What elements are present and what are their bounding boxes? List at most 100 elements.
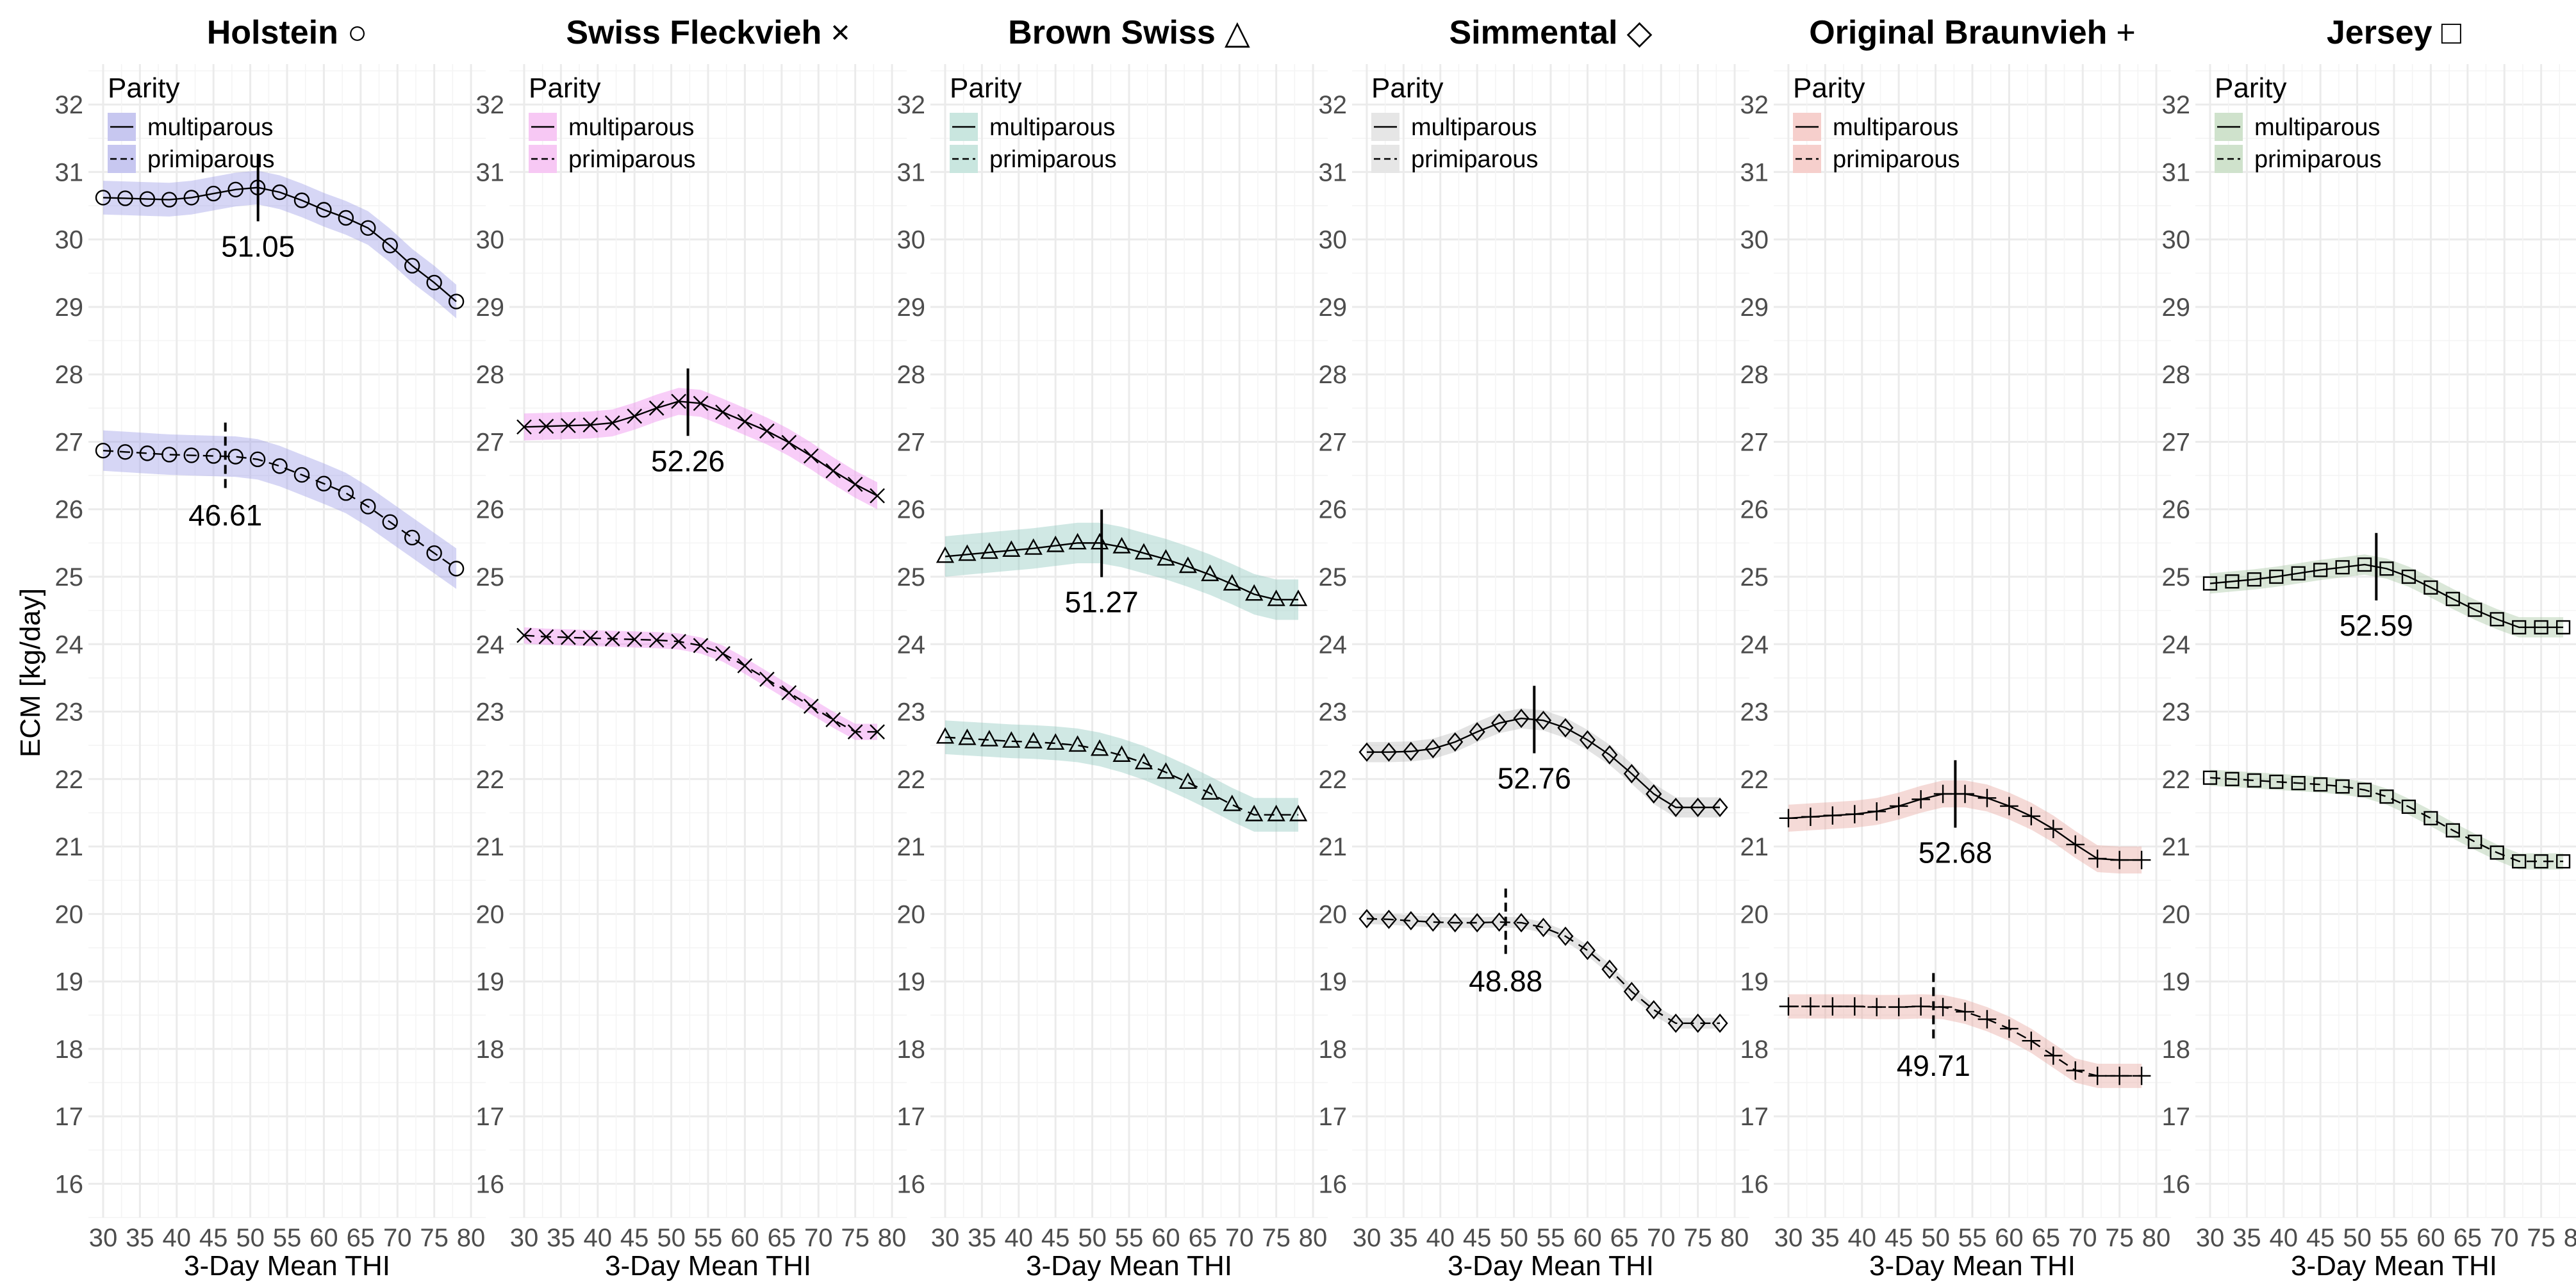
y-tick-label: 25: [55, 563, 84, 591]
legend-label: primiparous: [147, 146, 275, 173]
threshold-label: 52.68: [1919, 836, 1992, 870]
legend-label: multiparous: [568, 114, 694, 141]
y-tick-label: 17: [1319, 1103, 1348, 1131]
x-axis-title: 3-Day Mean THI: [1869, 1250, 2076, 1282]
x-axis-title: 3-Day Mean THI: [1026, 1250, 1232, 1282]
y-tick-label: 29: [476, 293, 505, 322]
y-tick-label: 32: [897, 91, 926, 119]
y-tick-label: 25: [1319, 563, 1348, 591]
y-tick-label: 24: [1740, 631, 1769, 659]
threshold-label: 49.71: [1897, 1049, 1970, 1082]
data-point: [2022, 1031, 2041, 1050]
data-point: [2202, 576, 2218, 591]
data-point: [316, 475, 332, 491]
x-tick-label: 75: [841, 1224, 870, 1252]
data-point: [737, 658, 753, 673]
y-tick-label: 29: [1319, 293, 1348, 322]
y-tick-label: 22: [1740, 766, 1769, 794]
y-tick-label: 31: [1319, 158, 1348, 186]
data-point: [360, 499, 376, 515]
y-tick-label: 30: [897, 226, 926, 254]
y-tick-label: 17: [897, 1103, 926, 1131]
threshold-label: 51.27: [1065, 586, 1139, 619]
y-tick-label: 18: [55, 1036, 84, 1064]
threshold-label: 46.61: [188, 499, 262, 532]
x-tick-label: 65: [2032, 1224, 2061, 1252]
y-tick-label: 32: [1319, 91, 1348, 119]
data-point: [2468, 834, 2482, 849]
x-tick-label: 35: [1389, 1224, 1418, 1252]
data-point: [2555, 854, 2571, 869]
x-tick-label: 70: [2490, 1224, 2519, 1252]
data-point: [2379, 789, 2394, 804]
y-tick-label: 24: [476, 631, 505, 659]
gridlines: [1774, 64, 2171, 1218]
data-point: [980, 542, 998, 559]
data-point: [2313, 777, 2328, 792]
y-tick-label: 23: [1319, 698, 1348, 727]
data-point: [117, 444, 133, 460]
data-point: [2423, 811, 2438, 825]
x-tick-label: 75: [1262, 1224, 1291, 1252]
confidence-band: [1366, 708, 1721, 818]
data-point: [1380, 909, 1397, 929]
y-tick-label: 23: [55, 698, 84, 727]
gridlines: [88, 64, 486, 1218]
facet-panel-original-braunvieh: 16 17 18 19 20 21 22 23 24 25 26 27 28 29 30 31 32 30 35 40…: [1740, 14, 2171, 1282]
y-tick-label: 27: [2162, 428, 2191, 456]
data-point: [1867, 998, 1887, 1016]
data-point: [1068, 533, 1087, 550]
y-tick-label: 22: [55, 766, 84, 794]
facet-panel-holstein: 16 17 18 19 20 21 22 23 24 25 26 27 28 29 30 31 32 30 35 40…: [55, 14, 486, 1282]
series-line: [1366, 918, 1721, 1025]
data-point: [2512, 854, 2527, 869]
x-tick-label: 30: [1353, 1224, 1382, 1252]
legend-title: Parity: [529, 72, 600, 104]
x-tick-label: 30: [510, 1224, 539, 1252]
data-point: [161, 447, 178, 463]
data-point: [360, 220, 376, 236]
y-tick-label: 27: [897, 428, 926, 456]
data-point: [847, 476, 863, 492]
data-point: [1623, 982, 1640, 1002]
x-tick-label: 50: [657, 1224, 686, 1252]
data-point: [870, 488, 885, 504]
data-point: [1469, 722, 1485, 742]
legend-label: multiparous: [1833, 114, 1958, 141]
data-point: [2357, 557, 2372, 572]
data-point: [759, 672, 775, 687]
data-point: [1157, 762, 1175, 779]
data-point: [2044, 820, 2063, 838]
data-point: [95, 190, 111, 206]
data-point: [2088, 1066, 2107, 1086]
data-point: [803, 448, 819, 464]
data-point: [2000, 797, 2019, 816]
data-point: [2247, 773, 2261, 788]
data-point: [1358, 909, 1375, 929]
data-point: [648, 400, 665, 416]
legend-label: primiparous: [989, 146, 1117, 173]
data-point: [1178, 772, 1197, 789]
y-tick-label: 19: [1740, 968, 1769, 996]
x-tick-label: 35: [126, 1224, 154, 1252]
y-tick-label: 23: [2162, 698, 2191, 727]
y-tick-label: 30: [1319, 226, 1348, 254]
data-point: [2445, 823, 2460, 838]
data-point: [1513, 708, 1530, 729]
data-point: [382, 514, 398, 530]
data-point: [2357, 782, 2372, 797]
data-point: [870, 724, 885, 739]
y-tick-label: 22: [2162, 766, 2191, 794]
y-tick-label: 17: [476, 1103, 505, 1131]
data-point: [1889, 998, 1908, 1016]
y-tick-label: 26: [55, 496, 84, 524]
data-point: [693, 638, 709, 654]
data-point: [693, 395, 709, 411]
x-tick-label: 80: [878, 1224, 907, 1252]
data-point: [2088, 849, 2107, 868]
data-point: [1977, 1010, 1997, 1028]
data-point: [1223, 574, 1241, 591]
confidence-band: [524, 388, 878, 509]
data-point: [958, 544, 977, 561]
y-tick-label: 20: [55, 900, 84, 929]
